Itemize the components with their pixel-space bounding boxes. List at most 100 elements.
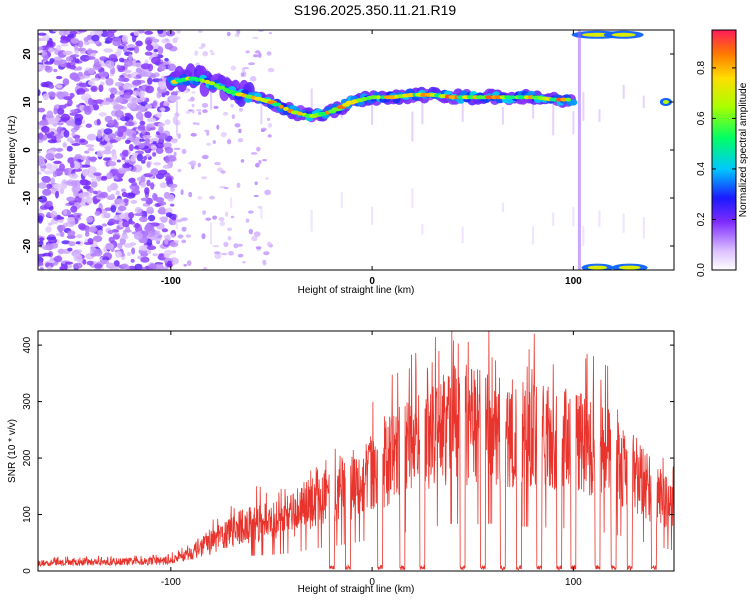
noise-blob	[180, 189, 184, 196]
noise-blob	[230, 65, 236, 71]
noise-blob	[86, 133, 97, 141]
noise-blob	[210, 52, 215, 56]
noise-blob	[60, 113, 71, 122]
streak	[260, 97, 263, 125]
noise-blob	[148, 214, 156, 222]
noise-blob	[111, 154, 118, 161]
noise-blob	[63, 96, 73, 101]
noise-blob	[139, 116, 144, 122]
noise-blob	[38, 261, 44, 266]
noise-blob	[152, 253, 159, 257]
noise-blob	[131, 181, 138, 187]
snr-series-line	[38, 331, 674, 571]
noise-blob	[186, 260, 192, 266]
noise-blob	[118, 77, 128, 82]
noise-blob	[56, 107, 65, 115]
noise-blob	[202, 109, 208, 114]
noise-blob	[66, 137, 73, 142]
streak	[230, 197, 233, 208]
noise-blob	[45, 262, 54, 269]
noise-blob	[128, 177, 136, 183]
streak	[260, 206, 263, 219]
snr-x-label: Height of straight line (km)	[298, 584, 415, 595]
ridge-core	[560, 97, 568, 102]
noise-blob	[87, 147, 95, 152]
noise-blob	[43, 170, 54, 175]
noise-blob	[150, 182, 155, 190]
noise-blob	[96, 150, 104, 158]
noise-blob	[70, 205, 78, 213]
noise-blob	[165, 90, 170, 96]
noise-blob	[124, 69, 132, 74]
noise-blob	[255, 162, 260, 168]
streak	[411, 188, 414, 209]
noise-blob	[157, 30, 164, 34]
noise-blob	[73, 76, 81, 82]
noise-blob	[60, 36, 70, 41]
noise-blob	[105, 78, 114, 86]
noise-blob	[212, 245, 220, 248]
noise-blob	[136, 153, 144, 162]
noise-blob	[93, 248, 103, 257]
noise-blob	[252, 54, 259, 58]
noise-blob	[189, 160, 197, 167]
noise-blob	[42, 252, 52, 257]
noise-blob	[127, 47, 135, 51]
noise-blob	[212, 215, 218, 220]
noise-blob	[133, 232, 144, 240]
noise-blob	[93, 190, 98, 195]
noise-blob	[93, 172, 102, 177]
noise-blob	[38, 132, 44, 140]
noise-blob	[150, 145, 158, 150]
noise-blob	[116, 159, 121, 163]
noise-blob	[234, 123, 241, 128]
noise-blob	[157, 122, 166, 127]
noise-blob	[164, 119, 171, 125]
streak	[461, 226, 464, 244]
noise-blob	[98, 112, 107, 117]
noise-blob	[74, 137, 81, 143]
noise-blob	[128, 144, 134, 152]
noise-blob	[42, 245, 51, 251]
noise-blob	[55, 147, 64, 152]
noise-blob	[97, 130, 102, 139]
noise-blob	[88, 97, 93, 106]
noise-blob	[240, 72, 245, 77]
noise-blob	[107, 230, 114, 235]
streak	[532, 93, 535, 119]
streak	[371, 103, 374, 125]
noise-blob	[175, 90, 180, 93]
noise-blob	[121, 34, 129, 43]
noise-blob	[53, 68, 58, 73]
noise-blob	[171, 138, 178, 144]
noise-blob	[188, 191, 193, 198]
noise-blob	[67, 247, 73, 252]
noise-blob	[141, 160, 146, 164]
noise-blob	[122, 83, 133, 90]
streak	[622, 213, 625, 233]
noise-blob	[266, 241, 272, 247]
noise-blob	[171, 217, 177, 221]
noise-blob	[152, 141, 157, 145]
noise-blob	[38, 46, 44, 51]
noise-blob	[78, 192, 86, 199]
noise-blob	[117, 45, 125, 50]
noise-blob	[253, 231, 261, 237]
noise-blob	[177, 234, 184, 239]
noise-blob	[92, 63, 102, 71]
noise-blob	[124, 121, 135, 127]
noise-blob	[183, 264, 187, 267]
noise-blob	[133, 30, 140, 36]
noise-blob	[252, 36, 259, 39]
noise-blob	[38, 171, 42, 175]
noise-blob	[217, 167, 223, 172]
noise-blob	[197, 162, 201, 168]
ridge-core	[199, 78, 206, 83]
noise-blob	[110, 182, 119, 191]
noise-blob	[168, 183, 178, 188]
noise-blob	[101, 175, 108, 180]
noise-blob	[128, 53, 133, 62]
noise-blob	[140, 181, 147, 188]
noise-blob	[74, 186, 81, 192]
noise-blob	[155, 142, 165, 149]
